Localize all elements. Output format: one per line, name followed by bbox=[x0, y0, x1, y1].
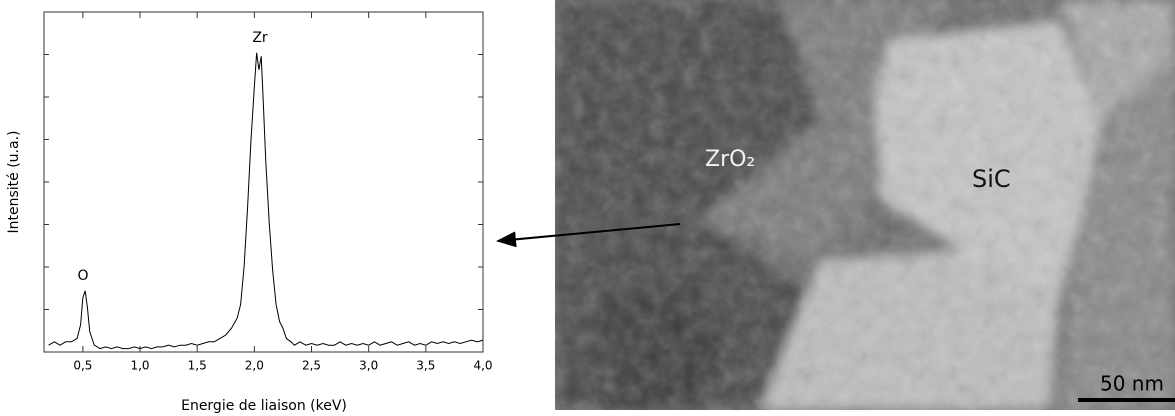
annotation: Zr bbox=[252, 30, 268, 46]
spectrum-line bbox=[48, 52, 484, 350]
scale-bar-label: 50 nm bbox=[1100, 372, 1164, 396]
x-axis-label: Energie de liaison (keV) bbox=[181, 398, 347, 414]
x-tick-label: 4,0 bbox=[473, 359, 492, 373]
x-tick-label: 1,5 bbox=[188, 359, 207, 373]
x-tick-label: 2,0 bbox=[245, 359, 264, 373]
image-label: ZrO₂ bbox=[705, 147, 755, 172]
image-label: SiC bbox=[972, 165, 1011, 193]
tem-image bbox=[555, 0, 1175, 410]
x-tick-label: 3,0 bbox=[359, 359, 378, 373]
x-tick-label: 1,0 bbox=[130, 359, 149, 373]
plot-frame bbox=[43, 11, 484, 353]
x-tick-label: 2,5 bbox=[302, 359, 321, 373]
annotation: O bbox=[77, 268, 88, 284]
x-tick-label: 3,5 bbox=[416, 359, 435, 373]
y-axis-label: Intensité (u.a.) bbox=[6, 131, 22, 234]
arrow bbox=[496, 223, 681, 248]
x-tick-label: 0,5 bbox=[73, 359, 92, 373]
